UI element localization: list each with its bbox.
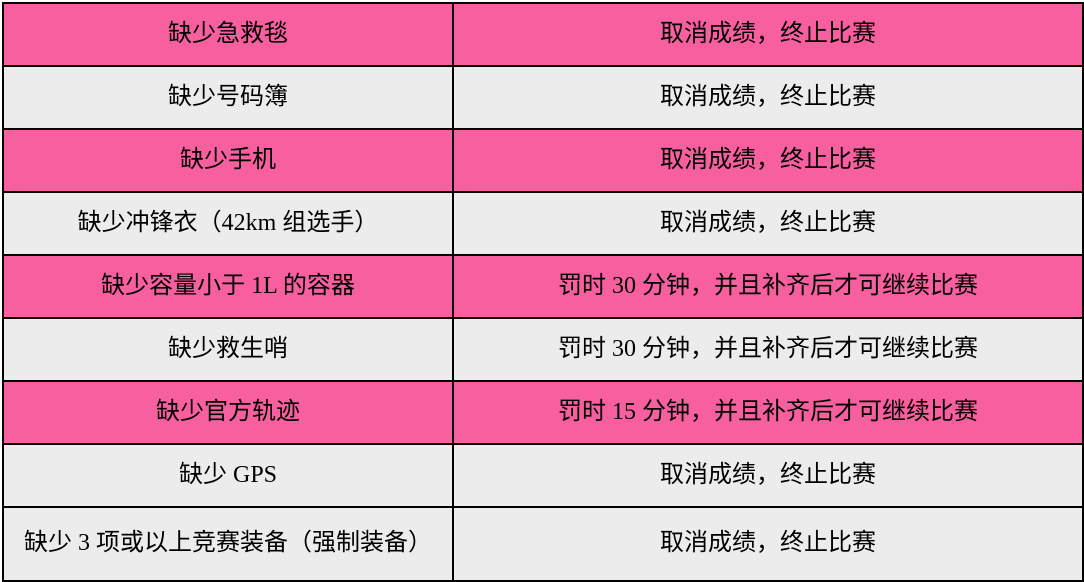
penalty-cell: 取消成绩，终止比赛 [452,128,1084,193]
missing-item-cell: 缺少 GPS [2,443,454,508]
penalty-cell: 罚时 30 分钟，并且补齐后才可继续比赛 [452,254,1084,319]
missing-item-cell: 缺少救生哨 [2,317,454,382]
table-row: 缺少冲锋衣（42km 组选手） 取消成绩，终止比赛 [2,191,1084,256]
missing-item-cell: 缺少冲锋衣（42km 组选手） [2,191,454,256]
table-row: 缺少手机 取消成绩，终止比赛 [2,128,1084,193]
table-row: 缺少号码簿 取消成绩，终止比赛 [2,65,1084,130]
penalty-cell: 取消成绩，终止比赛 [452,65,1084,130]
missing-item-cell: 缺少手机 [2,128,454,193]
penalty-cell: 罚时 15 分钟，并且补齐后才可继续比赛 [452,380,1084,445]
table-row: 缺少 3 项或以上竞赛装备（强制装备） 取消成绩，终止比赛 [2,506,1084,582]
missing-item-cell: 缺少官方轨迹 [2,380,454,445]
missing-item-cell: 缺少容量小于 1L 的容器 [2,254,454,319]
table-row: 缺少容量小于 1L 的容器 罚时 30 分钟，并且补齐后才可继续比赛 [2,254,1084,319]
penalty-cell: 取消成绩，终止比赛 [452,2,1084,67]
table-row: 缺少救生哨 罚时 30 分钟，并且补齐后才可继续比赛 [2,317,1084,382]
missing-item-cell: 缺少急救毯 [2,2,454,67]
table-row: 缺少官方轨迹 罚时 15 分钟，并且补齐后才可继续比赛 [2,380,1084,445]
missing-item-cell: 缺少 3 项或以上竞赛装备（强制装备） [2,506,454,582]
table-row: 缺少急救毯 取消成绩，终止比赛 [2,2,1084,67]
penalty-cell: 取消成绩，终止比赛 [452,506,1084,582]
missing-item-cell: 缺少号码簿 [2,65,454,130]
penalty-cell: 取消成绩，终止比赛 [452,191,1084,256]
penalty-cell: 罚时 30 分钟，并且补齐后才可继续比赛 [452,317,1084,382]
table-row: 缺少 GPS 取消成绩，终止比赛 [2,443,1084,508]
penalty-cell: 取消成绩，终止比赛 [452,443,1084,508]
